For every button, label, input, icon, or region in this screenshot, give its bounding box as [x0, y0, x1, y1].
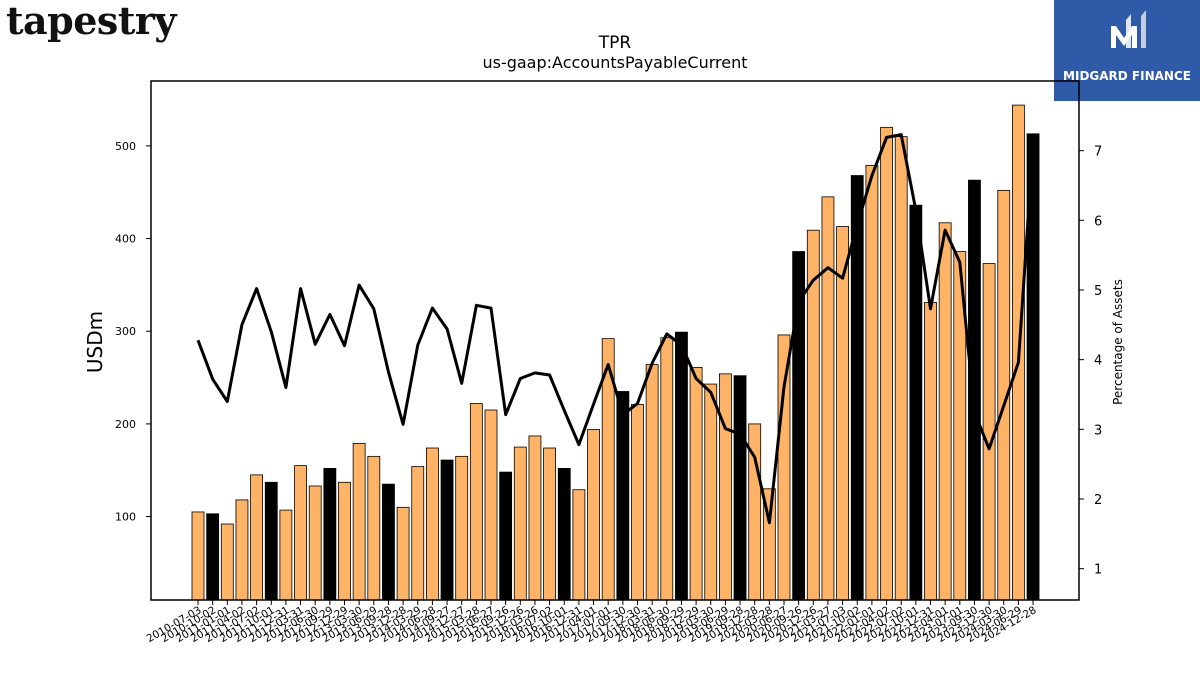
y2-tick-label-4: 4 [1094, 354, 1102, 369]
bar-2022-10-01 [909, 204, 923, 601]
bar-2012-06-30 [308, 485, 322, 601]
chart-title: TPR [598, 33, 632, 53]
bar-2023-09-30 [968, 179, 981, 601]
bar-2016-12-31 [572, 489, 586, 601]
bar-2015-06-27 [484, 409, 498, 601]
bar-2023-12-30 [982, 263, 996, 601]
bar-2023-04-01 [938, 222, 952, 601]
y2-tick-label-2: 2 [1094, 493, 1102, 508]
bar-2015-09-26 [499, 471, 513, 601]
bar-2019-03-30 [704, 383, 718, 601]
bar-2010-10-02 [206, 513, 220, 601]
bar-2014-09-27 [440, 459, 454, 601]
bar-2015-03-28 [469, 403, 483, 601]
bar-2011-10-01 [264, 481, 278, 601]
bar-2022-12-31 [924, 302, 937, 601]
y-tick-label-300: 300 [115, 325, 136, 338]
bar-2011-12-31 [279, 509, 293, 601]
bar-2011-07-02 [250, 474, 264, 601]
bar-2013-12-28 [396, 506, 410, 601]
y-axis-label: USDm [83, 311, 107, 373]
bar-2022-01-01 [865, 164, 879, 601]
midgard-logo-text: MIDGARD FINANCE [1063, 69, 1191, 83]
bar-2022-07-02 [894, 136, 908, 601]
bar-2014-12-27 [455, 455, 469, 601]
y2-axis-label: Percentage of Assets [1111, 279, 1125, 405]
bar-2011-01-01 [220, 523, 234, 601]
bar-2019-09-28 [733, 375, 747, 601]
bar-2012-03-31 [294, 465, 307, 601]
bar-2018-03-31 [645, 364, 659, 601]
bar-2016-03-26 [528, 435, 542, 601]
bar-2017-12-30 [631, 404, 644, 601]
y2-tick-label-5: 5 [1094, 284, 1102, 299]
bar-2012-09-29 [323, 467, 337, 601]
y-tick-label-100: 100 [115, 511, 136, 524]
bar-2014-06-28 [425, 447, 439, 601]
y2-tick-label-6: 6 [1094, 214, 1102, 229]
bar-2018-09-29 [675, 331, 688, 601]
plot-frame [150, 80, 1080, 601]
bar-2013-06-29 [367, 455, 381, 601]
bar-2015-12-26 [513, 446, 527, 601]
y2-tick-label-3: 3 [1094, 423, 1102, 438]
bar-2020-06-27 [777, 334, 791, 601]
percentage-of-assets-line [196, 133, 1035, 525]
bar-2017-04-01 [587, 429, 600, 601]
bar-2022-04-02 [880, 126, 893, 601]
bar-2021-03-27 [821, 196, 835, 601]
bar-2010-07-03 [191, 511, 205, 601]
bar-2017-09-30 [616, 391, 630, 601]
bar-2018-12-29 [689, 366, 703, 601]
bar-2021-07-03 [836, 226, 849, 601]
brand-logo: tapestry [6, 0, 176, 43]
y2-tick-label-1: 1 [1094, 563, 1102, 578]
bar-2016-10-01 [557, 467, 571, 601]
bar-2011-04-02 [235, 499, 249, 601]
y2-tick-label-7: 7 [1094, 145, 1102, 160]
bar-2014-03-29 [411, 466, 425, 601]
bar-2013-03-30 [352, 442, 366, 601]
y-tick-label-200: 200 [115, 418, 136, 431]
bar-2019-06-29 [719, 373, 732, 601]
bar-2016-07-02 [543, 447, 556, 601]
bar-2012-12-29 [338, 481, 351, 601]
y-tick-label-400: 400 [115, 233, 136, 246]
midgard-logo-icon [1111, 10, 1146, 48]
y-tick-label-500: 500 [115, 140, 136, 153]
bar-2018-06-30 [660, 337, 674, 601]
bar-2013-09-28 [382, 483, 395, 601]
chart-subtitle: us-gaap:AccountsPayableCurrent [482, 53, 747, 72]
